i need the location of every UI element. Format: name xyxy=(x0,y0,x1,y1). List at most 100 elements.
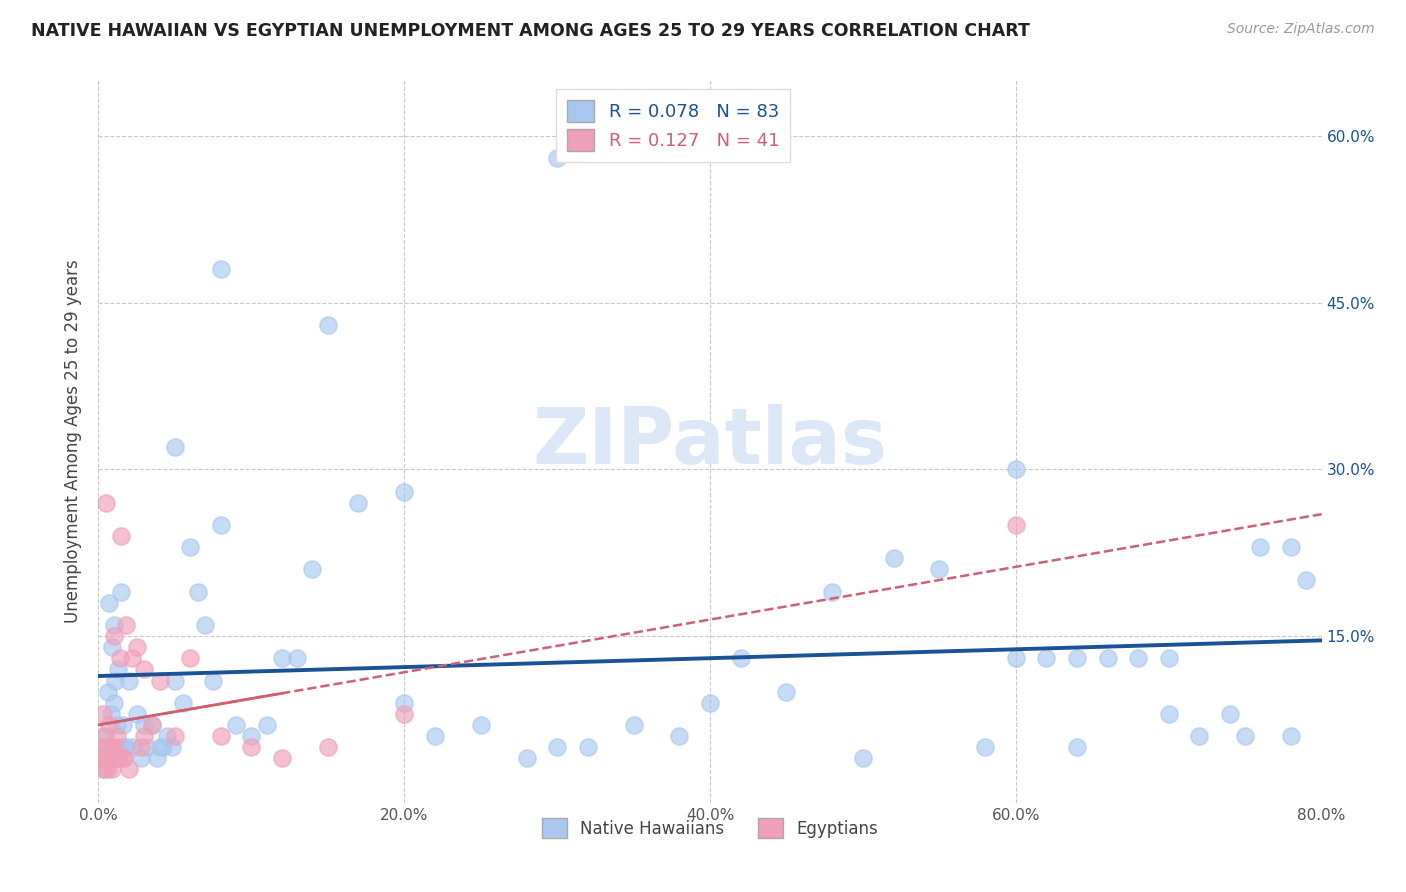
Point xyxy=(347,496,370,510)
Point xyxy=(111,751,134,765)
Point xyxy=(187,584,209,599)
Point xyxy=(91,729,114,743)
Point xyxy=(97,763,120,777)
Point xyxy=(1004,651,1026,665)
Point xyxy=(256,718,278,732)
Point xyxy=(623,718,645,732)
Point xyxy=(883,551,905,566)
Point xyxy=(163,673,186,688)
Point xyxy=(1157,706,1180,721)
Point xyxy=(1249,540,1271,554)
Point xyxy=(516,751,538,765)
Point xyxy=(470,718,492,732)
Point xyxy=(179,540,201,554)
Point xyxy=(101,763,124,777)
Point xyxy=(392,484,416,499)
Point xyxy=(163,729,186,743)
Point xyxy=(103,696,125,710)
Point xyxy=(928,562,950,576)
Point xyxy=(93,763,115,777)
Point xyxy=(270,651,292,665)
Point xyxy=(1219,706,1241,721)
Point xyxy=(699,696,721,710)
Point xyxy=(316,318,339,332)
Point xyxy=(285,651,308,665)
Point xyxy=(172,696,194,710)
Point xyxy=(98,596,121,610)
Point xyxy=(152,740,174,755)
Point xyxy=(1004,462,1026,476)
Point xyxy=(91,740,114,755)
Point xyxy=(98,718,121,732)
Point xyxy=(392,696,416,710)
Point xyxy=(546,740,568,755)
Point xyxy=(134,662,156,676)
Point xyxy=(1279,540,1302,554)
Point xyxy=(118,673,141,688)
Point xyxy=(316,740,339,755)
Point xyxy=(89,740,111,755)
Point xyxy=(1295,574,1317,588)
Point xyxy=(115,740,138,755)
Point xyxy=(100,740,122,755)
Point xyxy=(110,529,132,543)
Point xyxy=(149,673,172,688)
Point xyxy=(1279,729,1302,743)
Point xyxy=(1035,651,1057,665)
Point xyxy=(121,740,143,755)
Point xyxy=(108,740,131,755)
Point xyxy=(94,751,117,765)
Point xyxy=(125,706,148,721)
Point xyxy=(125,640,148,655)
Point xyxy=(1234,729,1257,743)
Point xyxy=(141,718,163,732)
Point xyxy=(1066,651,1088,665)
Point xyxy=(240,729,263,743)
Point xyxy=(115,618,138,632)
Point xyxy=(103,618,125,632)
Point xyxy=(90,751,112,765)
Point xyxy=(163,440,186,454)
Point xyxy=(301,562,323,576)
Point xyxy=(141,718,163,732)
Point xyxy=(156,729,179,743)
Point xyxy=(93,740,115,755)
Point xyxy=(134,718,156,732)
Point xyxy=(821,584,844,599)
Point xyxy=(105,718,128,732)
Point xyxy=(1128,651,1150,665)
Point xyxy=(129,740,152,755)
Point xyxy=(100,706,122,721)
Point xyxy=(103,740,125,755)
Point xyxy=(112,751,135,765)
Point xyxy=(1066,740,1088,755)
Point xyxy=(107,751,129,765)
Point xyxy=(100,751,122,765)
Point xyxy=(108,651,131,665)
Point xyxy=(94,751,117,765)
Legend: Native Hawaiians, Egyptians: Native Hawaiians, Egyptians xyxy=(536,812,884,845)
Point xyxy=(546,151,568,165)
Point xyxy=(91,706,114,721)
Point xyxy=(209,517,232,532)
Point xyxy=(90,751,112,765)
Point xyxy=(89,751,111,765)
Y-axis label: Unemployment Among Ages 25 to 29 years: Unemployment Among Ages 25 to 29 years xyxy=(65,260,83,624)
Point xyxy=(112,740,135,755)
Point xyxy=(1004,517,1026,532)
Text: Source: ZipAtlas.com: Source: ZipAtlas.com xyxy=(1227,22,1375,37)
Point xyxy=(110,584,132,599)
Point xyxy=(852,751,875,765)
Point xyxy=(240,740,263,755)
Point xyxy=(1188,729,1211,743)
Point xyxy=(1097,651,1119,665)
Point xyxy=(136,740,159,755)
Point xyxy=(107,662,129,676)
Text: NATIVE HAWAIIAN VS EGYPTIAN UNEMPLOYMENT AMONG AGES 25 TO 29 YEARS CORRELATION C: NATIVE HAWAIIAN VS EGYPTIAN UNEMPLOYMENT… xyxy=(31,22,1029,40)
Point xyxy=(392,706,416,721)
Point xyxy=(134,729,156,743)
Point xyxy=(1157,651,1180,665)
Point xyxy=(111,718,134,732)
Point xyxy=(202,673,225,688)
Point xyxy=(145,751,167,765)
